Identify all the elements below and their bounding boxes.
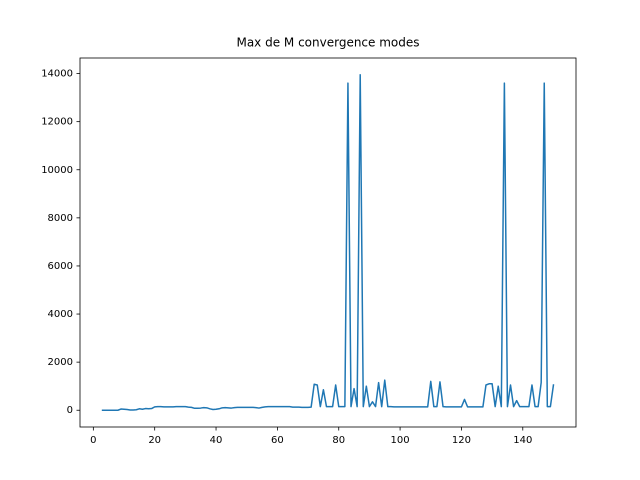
x-tick-label: 140 — [513, 435, 532, 446]
x-tick-label: 80 — [332, 435, 345, 446]
plot-frame — [79, 57, 577, 428]
y-tick-label: 0 — [67, 405, 73, 416]
y-tick-label: 10000 — [41, 165, 73, 176]
y-tick-label: 4000 — [48, 309, 73, 320]
y-tick-label: 12000 — [41, 117, 73, 128]
x-tick-label: 0 — [90, 435, 96, 446]
y-tick-label: 8000 — [48, 213, 73, 224]
chart-title: Max de M convergence modes — [236, 36, 419, 50]
x-tick-label: 60 — [271, 435, 284, 446]
x-tick-label: 120 — [452, 435, 471, 446]
y-tick-label: 6000 — [48, 261, 73, 272]
line — [101, 74, 555, 411]
x-tick-label: 100 — [391, 435, 410, 446]
x-tick-label: 20 — [148, 435, 161, 446]
y-tick-label: 2000 — [48, 357, 73, 368]
y-tick-label: 14000 — [41, 69, 73, 80]
x-tick-label: 40 — [210, 435, 223, 446]
